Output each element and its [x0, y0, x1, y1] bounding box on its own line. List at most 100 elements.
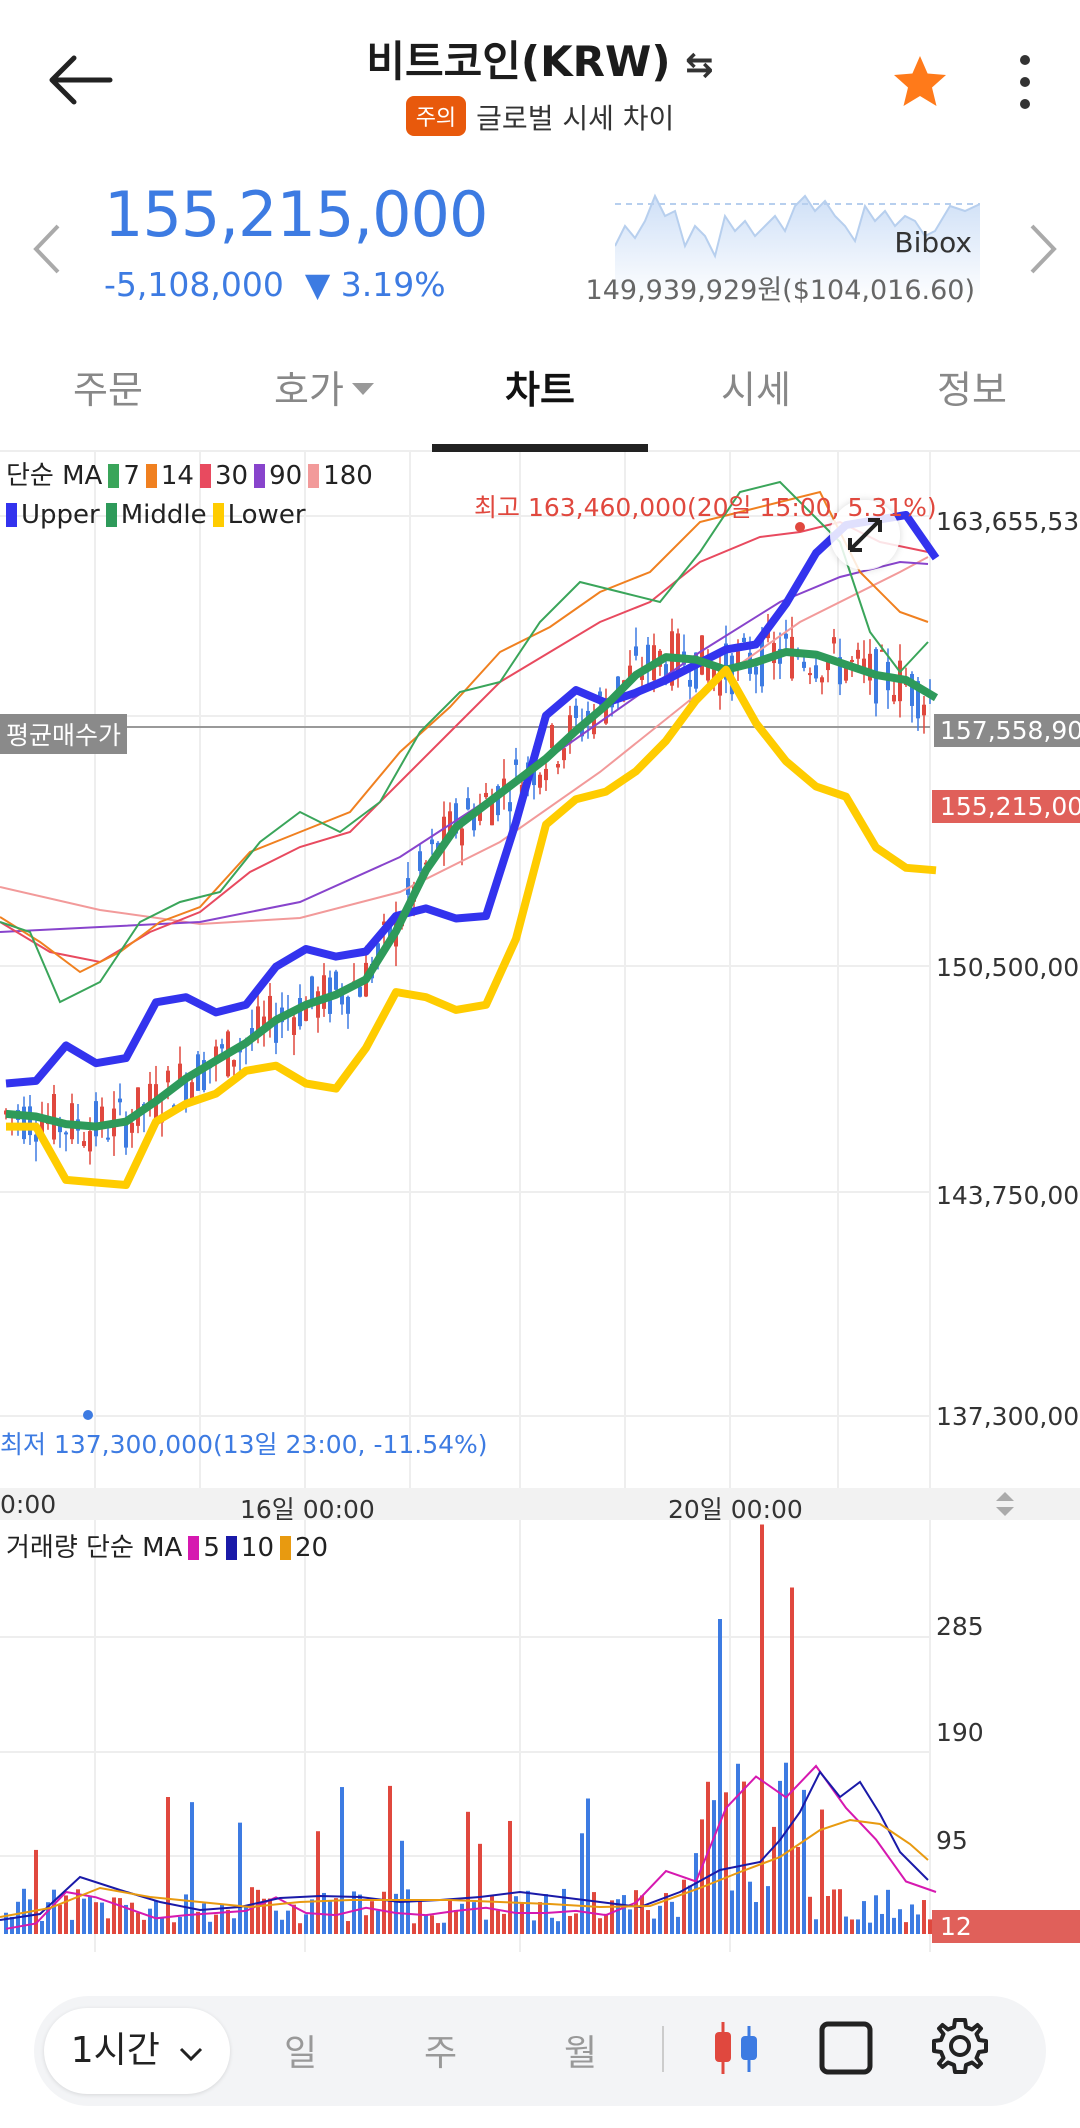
candle-body — [64, 1132, 68, 1135]
volume-bar — [808, 1896, 812, 1934]
volume-bar — [568, 1915, 572, 1934]
prev-coin-chevron-icon[interactable] — [28, 222, 68, 276]
volume-legend-title: 거래량 단순 MA — [6, 1533, 183, 1563]
volume-bar — [148, 1908, 152, 1934]
candle-body — [628, 665, 632, 681]
volume-bar — [454, 1910, 458, 1934]
candle-type-icon[interactable] — [706, 2018, 766, 2078]
tab-orderbook[interactable]: 호가 — [216, 360, 432, 450]
candle-body — [106, 1137, 110, 1140]
volume-bar — [244, 1906, 248, 1934]
ma-90-line — [0, 560, 929, 933]
candle-body — [550, 725, 554, 749]
volume-bar — [550, 1917, 554, 1934]
candle-body — [460, 828, 464, 846]
back-arrow-icon[interactable] — [40, 50, 120, 110]
volume-bar — [340, 1787, 344, 1934]
axis-separator[interactable] — [0, 1488, 1080, 1520]
candle-body — [808, 673, 812, 676]
x-axis-label: 20일 00:00 — [668, 1495, 803, 1524]
avg-buy-tag: 평균매수가 — [0, 714, 128, 754]
candles — [4, 613, 932, 1165]
volume-bar — [220, 1903, 224, 1934]
volume-bar — [130, 1902, 134, 1934]
tab-bar: 주문 호가 차트 시세 정보 — [0, 360, 1080, 452]
candle-body — [724, 643, 728, 680]
volume-bar — [94, 1902, 98, 1934]
drawing-tool-icon[interactable] — [816, 2018, 876, 2078]
lower-label: Lower — [227, 500, 306, 530]
candle-body — [100, 1106, 104, 1129]
timeframe-selector[interactable]: 1시간 — [44, 2008, 230, 2094]
candle-body — [430, 839, 434, 845]
volume-bar — [460, 1903, 464, 1934]
candle-body — [166, 1070, 170, 1083]
candle-body — [376, 943, 380, 957]
volume-bar — [802, 1789, 806, 1934]
vol-ma5-label: 5 — [203, 1533, 220, 1563]
bollinger-legend[interactable]: Upper Middle Lower — [6, 500, 306, 530]
tab-order[interactable]: 주문 — [0, 360, 216, 450]
volume-legend[interactable]: 거래량 단순 MA 5 10 20 — [6, 1527, 328, 1564]
volume-bar — [4, 1912, 8, 1934]
candle-body — [508, 802, 512, 812]
volume-axis-label: 190 — [936, 1718, 984, 1747]
tab-chart-label: 차트 — [505, 368, 575, 412]
volume-bar — [604, 1913, 608, 1934]
volume-bar — [400, 1840, 404, 1934]
volume-bar — [412, 1923, 416, 1934]
volume-bar — [838, 1889, 842, 1934]
tab-chart[interactable]: 차트 — [432, 360, 648, 452]
volume-bar — [28, 1899, 32, 1934]
candle-body — [700, 635, 704, 675]
volume-bar — [214, 1914, 218, 1934]
candle-body — [754, 666, 758, 675]
volume-bar — [532, 1920, 536, 1934]
candle-body — [502, 778, 506, 792]
candle-body — [262, 1016, 266, 1029]
volume-bar — [166, 1797, 170, 1934]
candle-body — [910, 673, 914, 706]
candle-body — [148, 1083, 152, 1108]
volume-bar — [40, 1920, 44, 1934]
tab-market[interactable]: 시세 — [648, 360, 864, 450]
volume-bar — [658, 1905, 662, 1934]
tab-info[interactable]: 정보 — [864, 360, 1080, 450]
more-menu-icon[interactable] — [1010, 50, 1040, 114]
ma-7-line — [0, 480, 929, 1004]
settings-gear-icon[interactable] — [928, 2014, 992, 2078]
favorite-star-icon[interactable] — [890, 52, 950, 112]
swap-icon[interactable]: ⇆ — [685, 45, 714, 85]
candle-body — [256, 1006, 260, 1035]
dropdown-caret-icon — [351, 383, 374, 395]
volume-axis-label: 95 — [936, 1826, 968, 1855]
x-axis-label: 0:00 — [0, 1490, 57, 1519]
volume-bar — [856, 1919, 860, 1934]
bollinger-middle-line — [5, 648, 939, 1131]
candle-body — [388, 919, 392, 942]
candle-body — [556, 764, 560, 768]
candle-body — [130, 1122, 134, 1133]
period-day-button[interactable]: 일 — [284, 2033, 318, 2074]
volume-bar — [478, 1843, 482, 1934]
next-coin-chevron-icon[interactable] — [1022, 222, 1062, 276]
period-week-button[interactable]: 주 — [424, 2033, 458, 2074]
price-chart[interactable] — [0, 452, 1080, 1952]
volume-bar — [304, 1914, 308, 1934]
volume-bar — [760, 1524, 764, 1934]
candle-body — [472, 813, 476, 831]
candle-body — [406, 878, 410, 895]
fullscreen-button[interactable] — [830, 500, 900, 570]
period-month-button[interactable]: 월 — [564, 2033, 598, 2074]
volume-bar — [298, 1923, 302, 1934]
volume-bar — [922, 1900, 926, 1934]
candle-body — [214, 1046, 218, 1063]
expand-icon — [848, 518, 882, 552]
global-price-diff-link[interactable]: 주의 글로벌 시세 차이 — [0, 96, 1080, 137]
volume-bar — [424, 1914, 428, 1934]
volume-bar — [226, 1909, 230, 1934]
candle-body — [694, 652, 698, 689]
ma-30-line — [0, 520, 929, 964]
timeframe-label: 1시간 — [70, 2030, 160, 2071]
ma-legend[interactable]: 단순 MA 7 14 30 90 180 — [6, 455, 373, 492]
